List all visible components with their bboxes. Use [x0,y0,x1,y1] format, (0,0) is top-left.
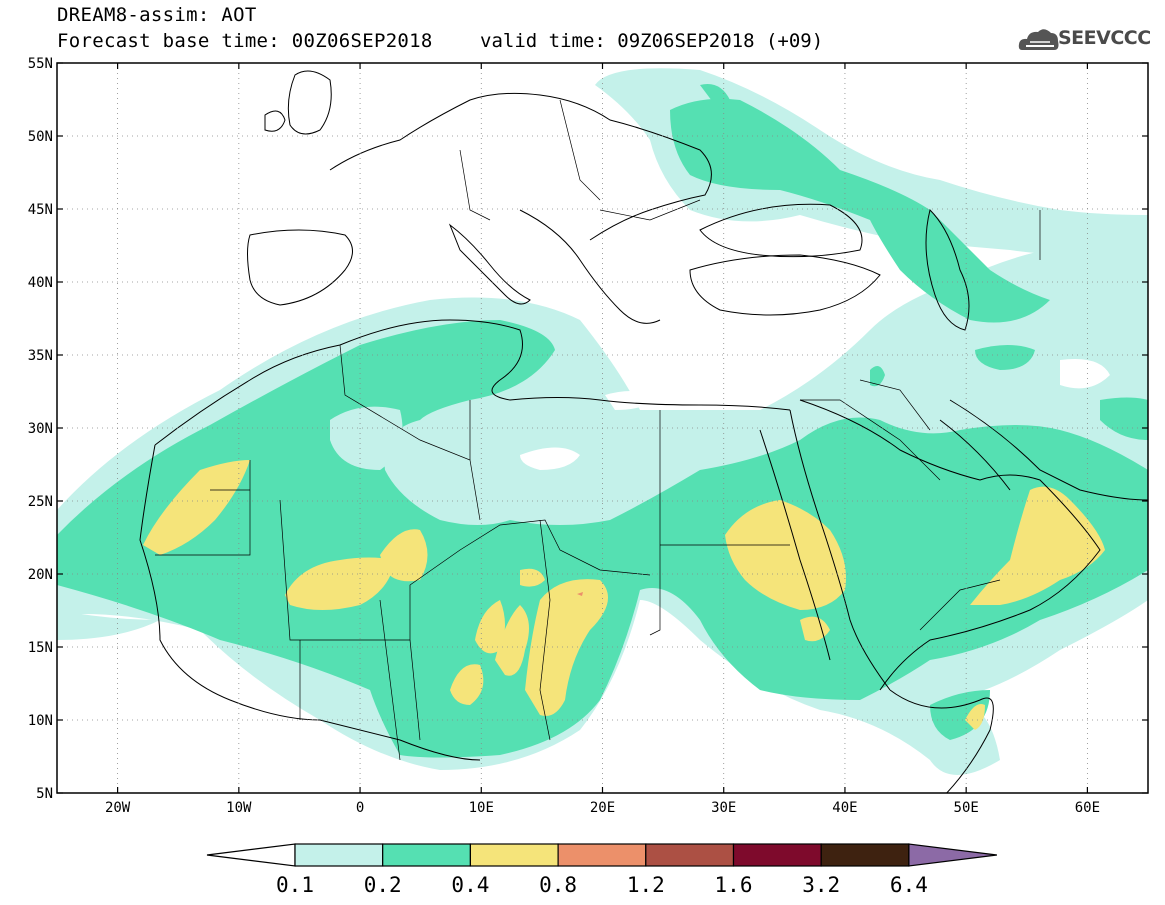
lon-tick-label: 10E [469,800,494,816]
aot-patch-0.4-niger [380,529,428,582]
colorbar-level-label: 0.8 [539,873,577,897]
colorbar-labels: 0.1 0.2 0.4 0.8 1.2 1.6 3.2 6.4 [276,873,928,897]
coastlines [139,70,1148,793]
lat-tick-label: 45N [28,202,53,218]
aot-clear-sahara [330,406,403,470]
lat-tick-label: 5N [36,786,53,802]
forecast-base-time: Forecast base time: 00Z06SEP2018 [57,30,433,52]
colorbar-level-label: 0.4 [451,873,489,897]
valid-time: valid time: 09Z06SEP2018 (+09) [480,30,824,52]
aot-clear-iran [1060,359,1110,389]
aot-patch-0.2-b [1100,397,1148,440]
aot-clear-egypt [605,391,660,410]
aot-patch-0.4-westsahara [143,460,250,555]
gridlines [57,63,1148,793]
country-borders [155,99,1041,761]
aot-patch-0.4-sudan-e [725,500,846,610]
colorbar-box [645,843,735,867]
aot-patch-0.4-chad-c [495,605,529,676]
colorbar-level-label: 6.4 [890,873,928,897]
lat-tick-label: 30N [28,421,53,437]
aot-clear-atlantic [57,610,160,640]
colorbar-level-label: 1.2 [627,873,665,897]
aot-patch-0.4-somalia [965,704,985,730]
aot-patch-0.2-c [700,84,730,107]
aot-band-0.4 [143,460,1105,730]
aot-band-0.2-east [670,98,1050,323]
aot-patch-1.2 [577,592,583,596]
aot-patch-0.4-chad-a [520,568,545,587]
lat-tick-label: 20N [28,567,53,583]
lon-tick-label: 20E [590,800,615,816]
colorbar-arrow-left [206,843,296,867]
lat-tick-label: 35N [28,348,53,364]
lon-tick-label: 40E [832,800,857,816]
aot-patch-0.2-d [870,366,885,387]
lat-tick-label: 10N [28,713,53,729]
lat-tick-label: 40N [28,275,53,291]
lon-tick-label: 0 [356,800,364,816]
lat-tick-label: 15N [28,640,53,656]
aot-patch-0.4-ethiopia [800,616,830,642]
colorbar-box [732,843,822,867]
latitude-axis: 55N 50N 45N 40N 35N 30N 25N 20N 15N 10N 5N [28,56,1148,802]
aot-patch-0.4-oman [970,486,1105,605]
cloud-icon [1018,29,1059,50]
longitude-axis: 20W 10W 0 10E 20E 30E 40E 50E 60E [105,63,1100,816]
aot-clear-libya [520,447,580,470]
lon-tick-label: 20W [105,800,131,816]
lon-tick-label: 50E [954,800,979,816]
lon-tick-label: 10W [226,800,252,816]
map-title: DREAM8-assim: AOT [57,4,257,26]
aot-patch-0.4-mali [285,557,395,610]
aot-patch-0.4-cameroon [450,664,484,705]
colorbar-box [820,843,910,867]
logo-text: SEEVCCC [1058,27,1151,49]
colorbar-level-label: 1.6 [715,873,753,897]
aot-patch-0.4-chad-b [475,600,505,654]
lat-tick-label: 50N [28,129,53,145]
lon-tick-label: 60E [1075,800,1100,816]
colorbar-box [382,843,472,867]
colorbar-level-label: 3.2 [802,873,840,897]
lat-tick-label: 55N [28,56,53,72]
colorbar-level-label: 0.1 [276,873,314,897]
colorbar-box [469,843,559,867]
colorbar-box [557,843,647,867]
aot-patch-0.4-sudan-w [525,579,608,716]
lon-tick-label: 30E [711,800,736,816]
lat-tick-label: 25N [28,494,53,510]
colorbar-arrow-right [908,843,997,867]
aot-patch-0.2-a [975,345,1035,370]
colorbar-box [294,843,384,867]
colorbar-level-label: 0.2 [364,873,402,897]
colorbar-boxes [206,843,997,867]
